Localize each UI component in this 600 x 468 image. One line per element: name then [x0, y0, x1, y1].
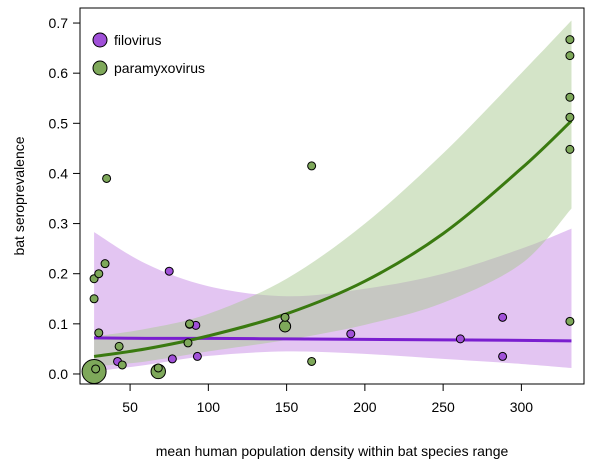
- y-tick-label: 0.0: [49, 366, 69, 382]
- paramyxovirus-point: [91, 364, 101, 374]
- paramyxovirus-point: [565, 112, 575, 122]
- filovirus-point: [498, 351, 508, 361]
- fit-lines: [93, 119, 573, 358]
- y-axis-label: bat seroprevalence: [11, 136, 27, 255]
- x-tick-label: 200: [353, 399, 377, 415]
- data-points: [81, 35, 575, 384]
- paramyxovirus-point: [100, 259, 110, 269]
- legend-label-paramyxovirus: paramyxovirus: [114, 60, 205, 76]
- y-tick-label: 0.5: [49, 115, 69, 131]
- paramyxovirus-point: [280, 312, 290, 322]
- paramyxovirus-fit-line: [93, 119, 573, 358]
- paramyxovirus-point: [94, 328, 104, 338]
- paramyxovirus-point: [185, 319, 195, 329]
- filovirus-point: [167, 354, 177, 364]
- paramyxovirus-confidence-band: [94, 20, 572, 367]
- paramyxovirus-point: [565, 51, 575, 61]
- paramyxovirus-point: [153, 363, 163, 373]
- legend: filovirus paramyxovirus: [92, 32, 205, 76]
- filovirus-point: [455, 334, 465, 344]
- legend-marker-filovirus: [92, 32, 108, 48]
- paramyxovirus-point: [565, 92, 575, 102]
- legend-marker-paramyxovirus: [92, 60, 108, 76]
- paramyxovirus-point: [565, 144, 575, 154]
- filovirus-point: [498, 312, 508, 322]
- paramyxovirus-point: [565, 35, 575, 45]
- x-tick-label: 150: [275, 399, 299, 415]
- y-axis: 0.0 0.1 0.2 0.3 0.4 0.5 0.6 0.7: [49, 15, 81, 382]
- legend-label-filovirus: filovirus: [114, 32, 161, 48]
- y-tick-label: 0.1: [49, 316, 69, 332]
- paramyxovirus-point: [183, 338, 193, 348]
- paramyxovirus-point: [102, 173, 112, 183]
- filovirus-point: [164, 266, 174, 276]
- filovirus-fit-line: [94, 336, 572, 343]
- paramyxovirus-point: [307, 356, 317, 366]
- y-tick-label: 0.2: [49, 266, 69, 282]
- y-tick-label: 0.4: [49, 165, 69, 181]
- filovirus-point: [346, 329, 356, 339]
- x-tick-label: 300: [510, 399, 534, 415]
- y-tick-label: 0.7: [49, 15, 69, 31]
- x-tick-label: 100: [197, 399, 221, 415]
- paramyxovirus-point: [278, 320, 292, 333]
- paramyxovirus-point: [117, 360, 127, 370]
- paramyxovirus-point: [94, 269, 104, 279]
- x-tick-label: 250: [431, 399, 455, 415]
- paramyxovirus-point: [89, 294, 99, 304]
- paramyxovirus-point: [114, 341, 124, 351]
- paramyxovirus-point: [307, 161, 317, 171]
- y-tick-label: 0.3: [49, 216, 69, 232]
- x-axis-label: mean human population density within bat…: [156, 443, 509, 459]
- paramyxovirus-point: [565, 316, 575, 326]
- y-tick-label: 0.6: [49, 65, 69, 81]
- filovirus-point: [192, 351, 202, 361]
- x-axis: 50 100 150 200 250 300: [122, 383, 534, 415]
- x-tick-label: 50: [122, 399, 138, 415]
